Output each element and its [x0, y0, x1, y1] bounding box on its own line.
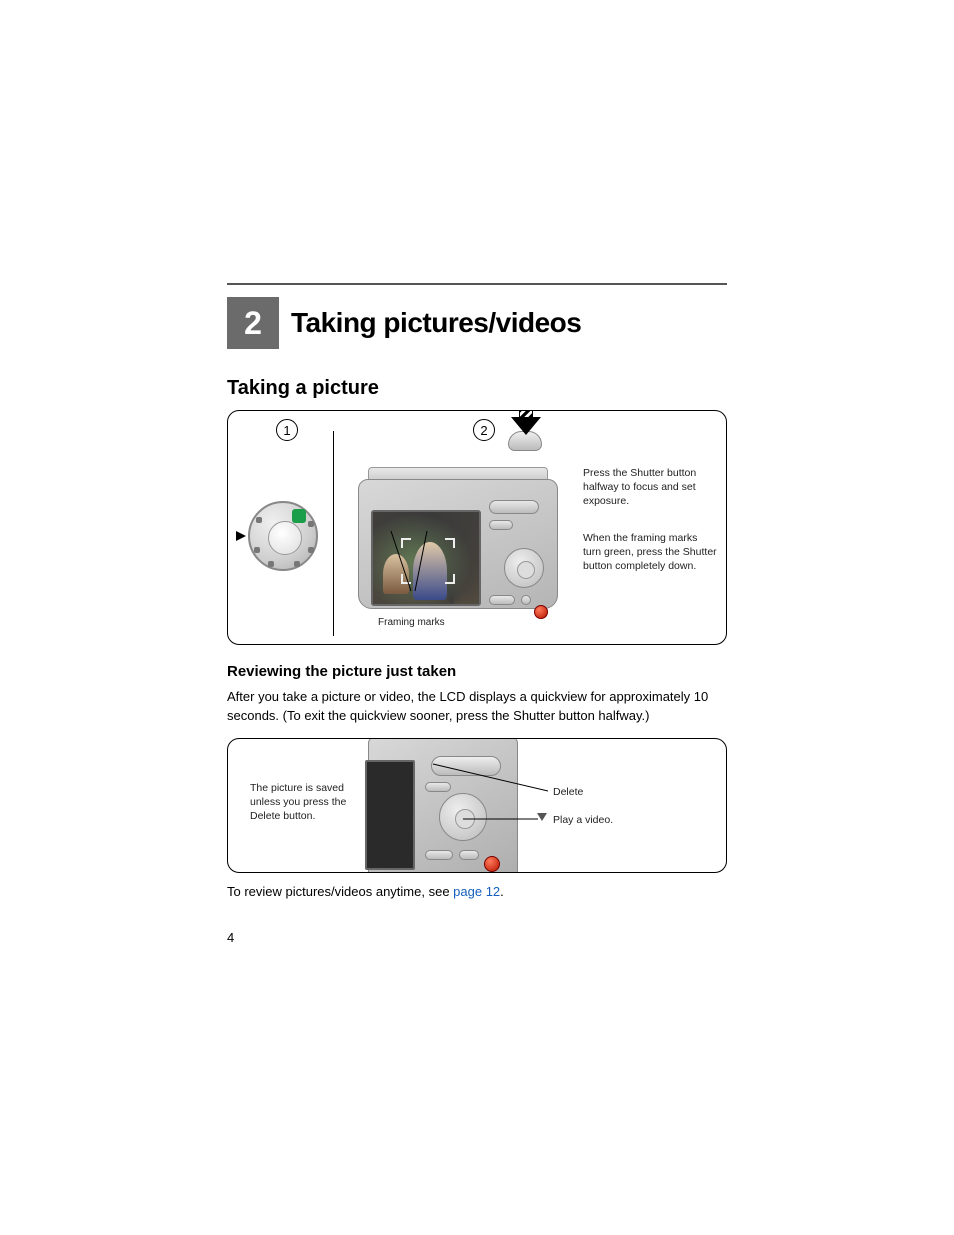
review-prefix: To review pictures/videos anytime, see	[227, 884, 453, 899]
page-footer: 4	[227, 930, 727, 945]
callout-lines-framing	[383, 521, 443, 596]
subsection-title: Reviewing the picture just taken	[227, 663, 727, 680]
framing-marks-label: Framing marks	[378, 616, 445, 630]
step-1-badge: 1	[276, 419, 298, 441]
review-suffix: .	[500, 884, 504, 899]
diagram-divider	[333, 431, 334, 636]
section-title: Taking a picture	[227, 377, 727, 400]
delete-label: Delete	[553, 785, 583, 799]
subsection-body: After you take a picture or video, the L…	[227, 688, 727, 726]
instruction-1: Press the Shutter button halfway to focu…	[583, 466, 713, 509]
review-line: To review pictures/videos anytime, see p…	[227, 883, 727, 902]
step-2-badge: 2	[473, 419, 495, 441]
press-arrow-icon	[511, 410, 541, 439]
play-triangle-icon	[537, 813, 547, 821]
save-note: The picture is saved unless you press th…	[250, 781, 360, 824]
page-number: 4	[227, 930, 234, 945]
mode-dial-illustration	[248, 501, 318, 571]
record-button-illustration	[534, 605, 548, 619]
reviewing-picture-diagram: The picture is saved unless you press th…	[227, 738, 727, 873]
auto-mode-icon	[292, 509, 306, 523]
page-12-link[interactable]: page 12	[453, 884, 500, 899]
instruction-2: When the framing marks turn green, press…	[583, 531, 718, 574]
chapter-number-box: 2	[227, 297, 279, 349]
taking-picture-diagram: 1 2	[227, 410, 727, 645]
chapter-title: Taking pictures/videos	[291, 307, 581, 339]
chapter-header: 2 Taking pictures/videos	[227, 297, 727, 349]
dpad-illustration	[504, 548, 544, 588]
top-rule	[227, 283, 727, 285]
play-label: Play a video.	[553, 813, 613, 827]
